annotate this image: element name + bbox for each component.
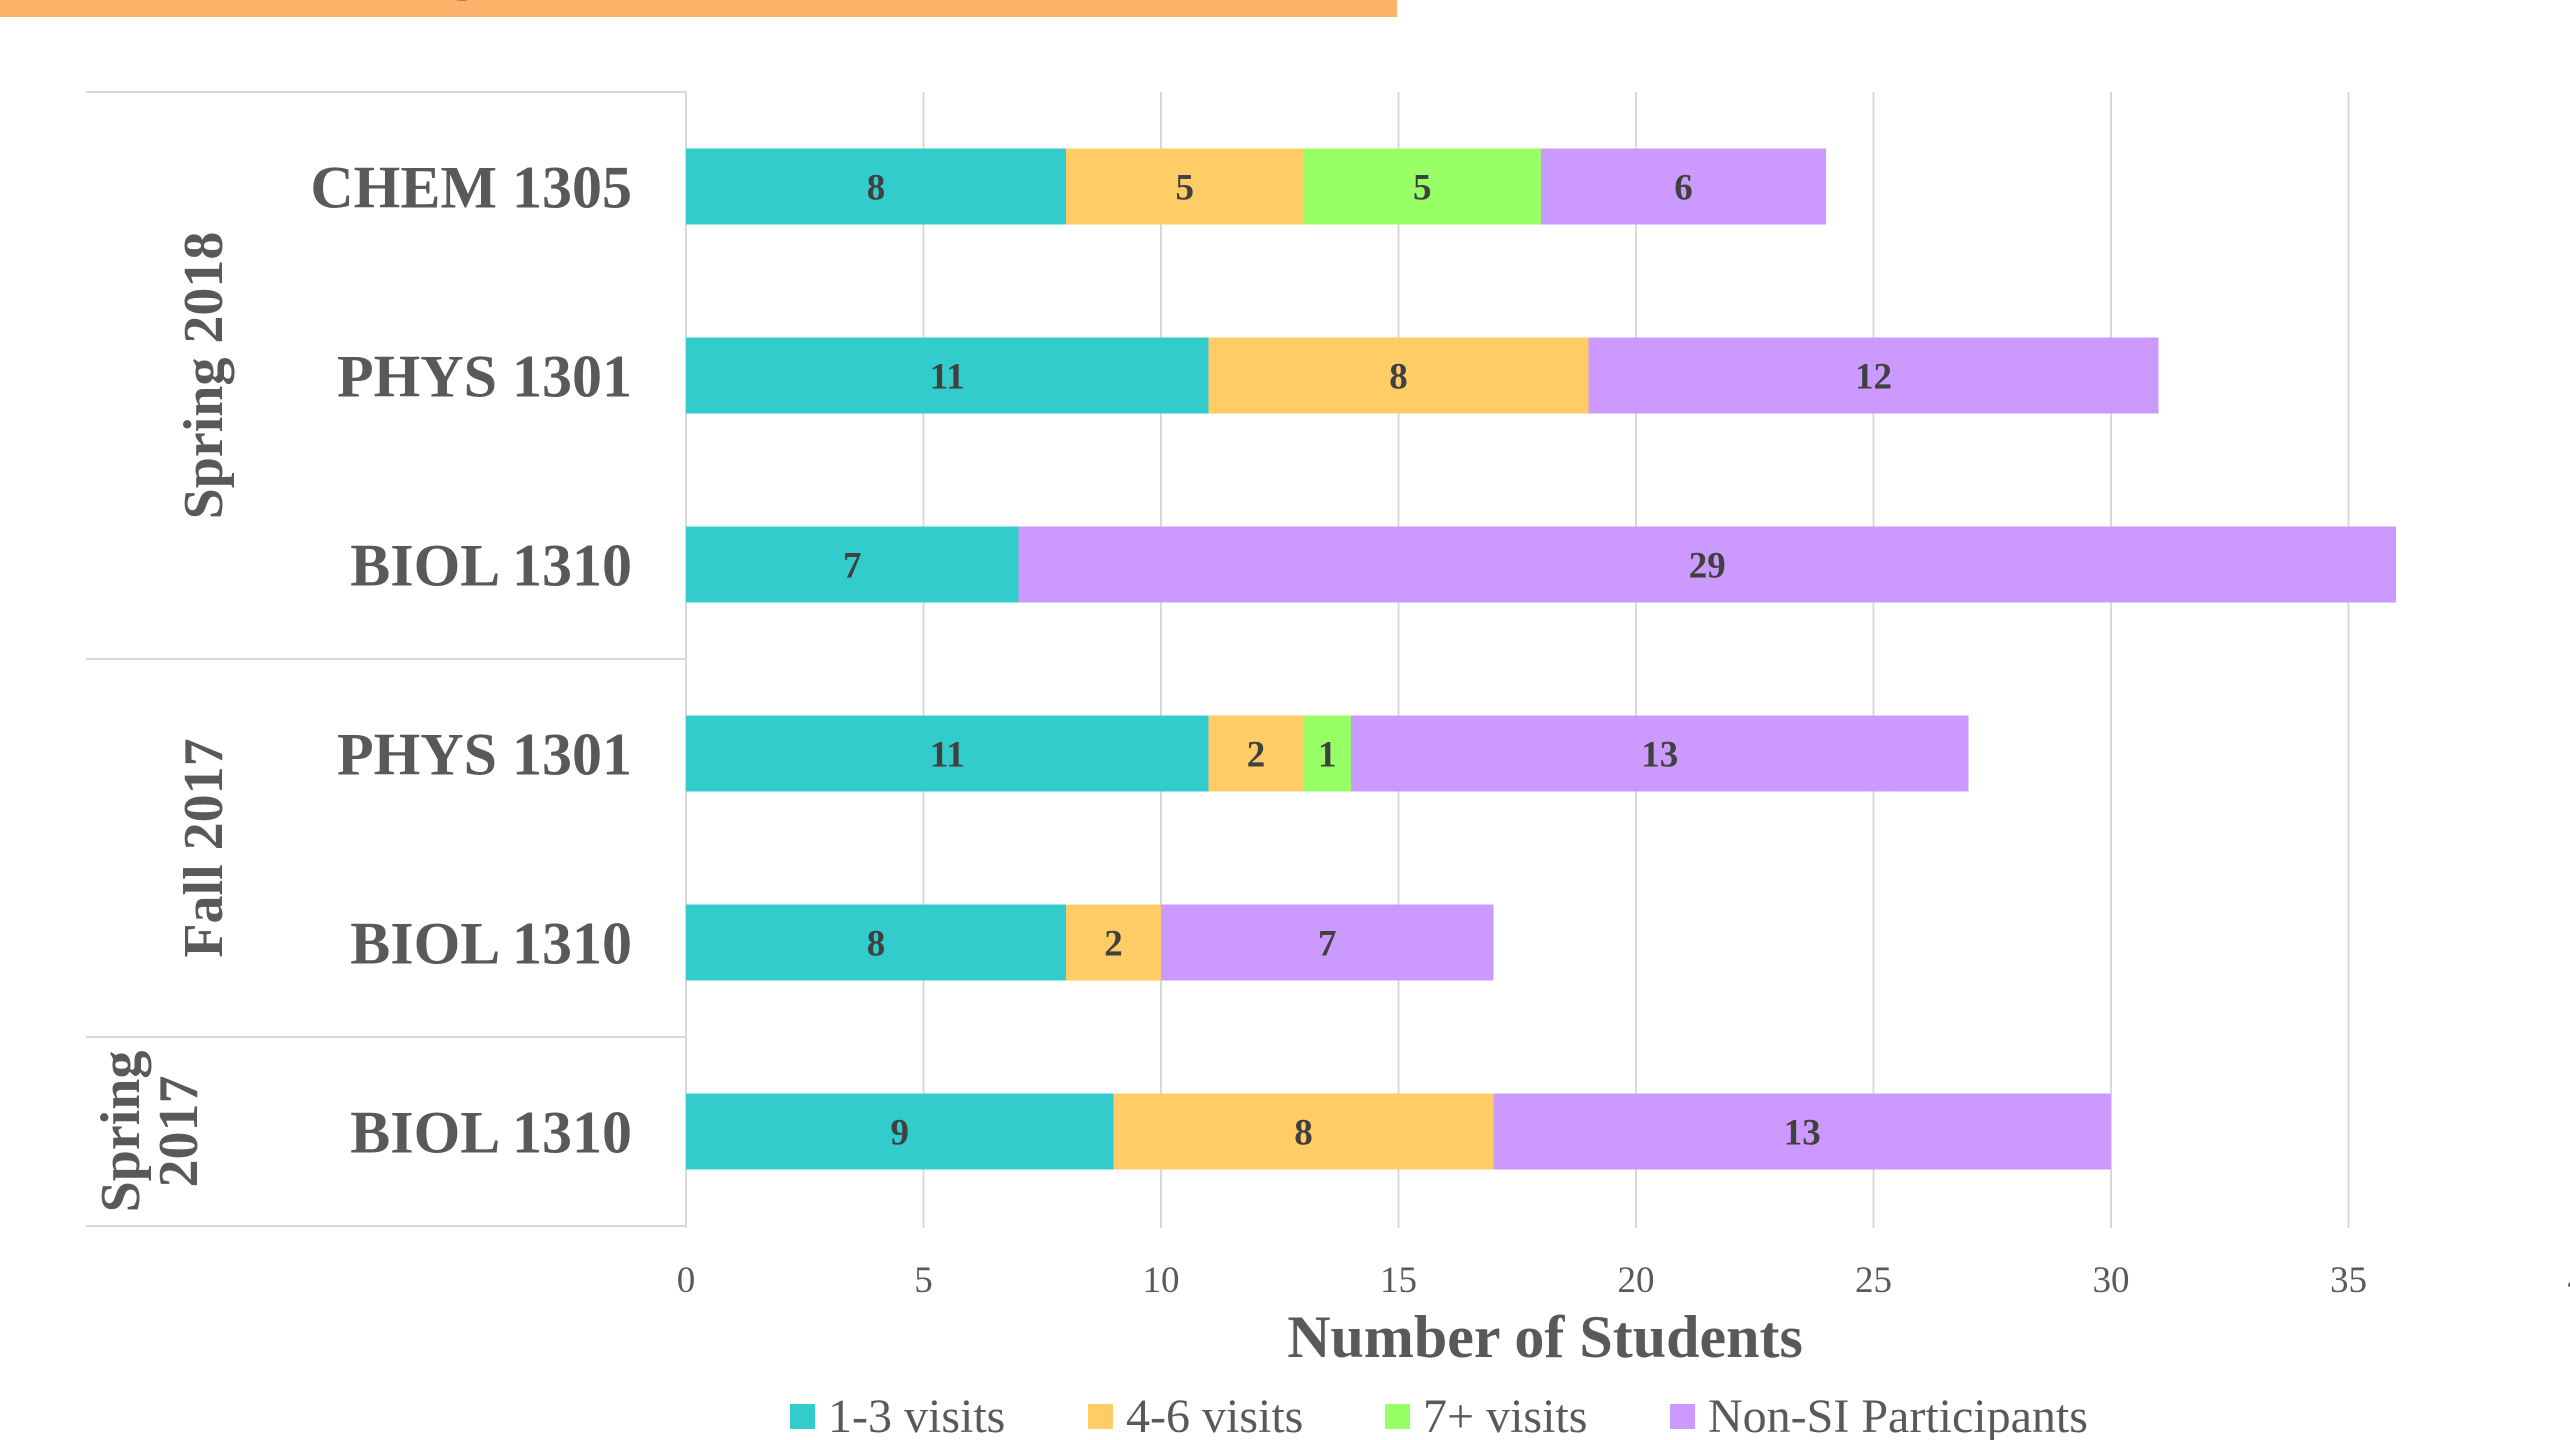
data-label: 13 [1641,735,1678,776]
data-label: 13 [1784,1113,1821,1154]
data-label: 7 [843,546,862,587]
data-label: 2 [1247,735,1266,776]
bar-segment [1208,337,1589,414]
legend-swatch [790,1404,815,1429]
bar-segment [686,1093,1114,1170]
bar-segment [1161,904,1494,981]
bar-segment [1493,1093,2111,1170]
bar-segment [1018,526,2396,603]
x-tick-label: 40 [2568,1260,2570,1301]
data-label: 8 [1294,1113,1313,1154]
x-tick-label: 5 [914,1260,933,1301]
title-band: SI Attendance [0,0,1397,17]
x-tick-label: 10 [1143,1260,1180,1301]
bar-segment [686,526,1019,603]
x-tick-label: 15 [1380,1260,1417,1301]
legend-label: 7+ visits [1423,1390,1587,1440]
data-label: 5 [1176,168,1195,209]
data-label: 11 [930,357,965,398]
category-frame [86,91,687,1228]
bar-segment [686,904,1066,981]
bar-segment [1066,904,1161,981]
x-tick-label: 25 [1855,1260,1892,1301]
bar-segment [1066,148,1304,225]
bar-segment [1588,337,2159,414]
data-label: 6 [1674,168,1693,209]
data-label: 8 [1389,357,1408,398]
category-label: BIOL 1310 [350,911,632,977]
bar-segment [686,715,1209,792]
category-label: PHYS 1301 [337,722,632,788]
bar-segment [1113,1093,1494,1170]
x-tick-label: 20 [1618,1260,1655,1301]
data-label: 1 [1318,735,1337,776]
data-label: 11 [930,735,965,776]
group-label: Spring 2018 [173,232,235,520]
x-tick-label: 30 [2093,1260,2130,1301]
data-label: 29 [1689,546,1726,587]
legend: 1-3 visits 4-6 visits 7+ visits Non-SI Part… [790,1390,2088,1440]
legend-label: Non-SI Participants [1708,1390,2088,1440]
data-label: 7 [1318,924,1337,965]
x-axis-title: Number of Students [1287,1304,1803,1370]
category-label: BIOL 1310 [350,1100,632,1166]
bar-segment [686,148,1066,225]
group-label: Spring2017 [90,1051,210,1213]
bar-segment [1208,715,1304,792]
data-label: 12 [1855,357,1892,398]
bar-segment [1303,148,1541,225]
data-label: 9 [891,1113,910,1154]
legend-label: 1-3 visits [828,1390,1005,1440]
gridlines [922,92,2350,1228]
data-label: 8 [867,924,886,965]
category-label: CHEM 1305 [310,155,632,221]
page-title: SI Attendance [10,0,733,17]
legend-label: 4-6 visits [1126,1390,1303,1440]
x-tick-label: 0 [677,1260,696,1301]
legend-swatch [1088,1404,1113,1429]
bar-segment [1351,715,1969,792]
bar-segment [1541,148,1826,225]
legend-swatch [1670,1404,1695,1429]
bars [686,148,2396,1170]
data-label: 8 [867,168,886,209]
data-label: 5 [1413,168,1432,209]
x-tick-label: 35 [2330,1260,2367,1301]
group-label: Fall 2017 [173,738,235,957]
category-label: BIOL 1310 [350,533,632,599]
category-label: PHYS 1301 [337,344,632,410]
data-label: 2 [1104,924,1123,965]
bar-segment [686,337,1209,414]
bar-segment [1303,715,1351,792]
legend-swatch [1385,1404,1410,1429]
